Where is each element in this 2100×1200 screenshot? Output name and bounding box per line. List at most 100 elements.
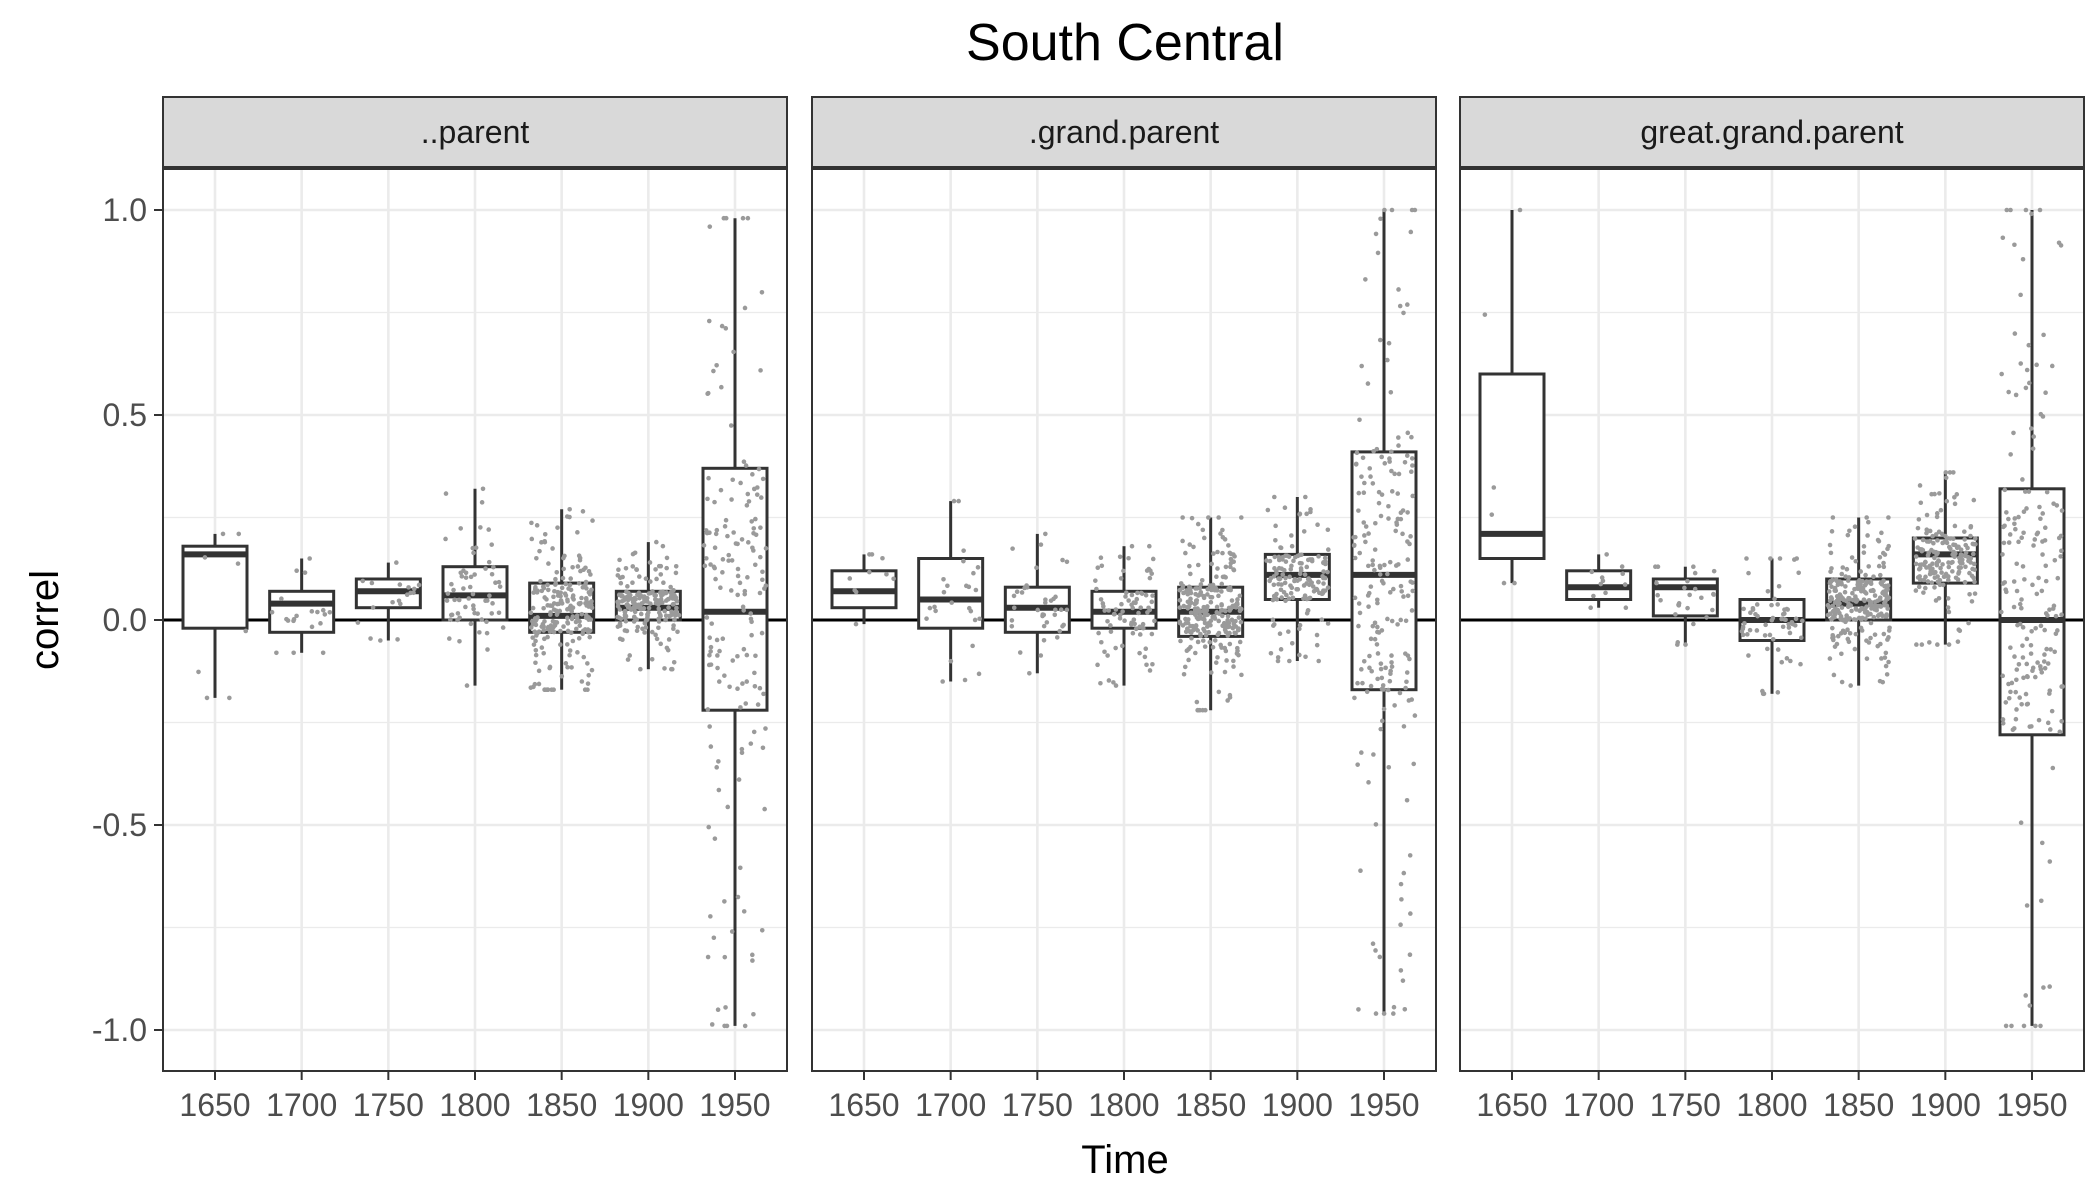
data-point [1848,603,1854,608]
data-point [586,590,592,595]
data-point [1408,534,1413,539]
data-point [1922,559,1928,565]
data-point [1963,550,1969,556]
data-point [1858,569,1864,574]
data-point [2055,628,2060,633]
data-point [2030,668,2035,673]
data-point [1108,623,1113,628]
data-point [634,628,640,634]
data-point [568,576,574,581]
data-point [472,610,477,616]
y-tick-label: 0.0 [103,602,147,638]
data-point [1364,689,1370,695]
data-point [951,498,957,504]
data-point [1379,578,1385,584]
data-point [735,653,740,659]
data-point [1826,589,1832,594]
data-point [443,491,449,496]
data-point [2009,1023,2014,1029]
data-point [2020,625,2026,630]
data-point [575,530,580,535]
data-point [2026,489,2032,494]
data-point [1302,593,1308,598]
data-point [1356,508,1361,513]
data-point [1410,493,1415,499]
data-point [575,650,580,655]
data-point [1769,617,1775,623]
data-point [576,553,582,559]
data-point [656,602,661,607]
data-point [471,550,476,556]
data-point [743,701,749,706]
data-point [620,574,625,580]
data-point [720,570,725,575]
data-point [1098,597,1104,602]
data-point [956,498,961,504]
data-point [1377,572,1383,577]
data-point [1365,381,1371,386]
data-point [1884,587,1889,593]
data-point [315,609,320,615]
data-point [1375,629,1380,635]
data-point [1859,588,1864,594]
data-point [744,679,750,684]
data-point [1654,580,1659,586]
data-point [618,580,624,586]
data-point [1885,637,1890,642]
data-point [1359,667,1364,672]
data-point [1052,612,1058,618]
data-point [1195,628,1201,633]
data-point [1847,528,1852,534]
data-point [2047,859,2053,864]
data-point [1219,608,1224,613]
data-point [1101,604,1106,609]
data-point [1138,605,1144,610]
data-point [2023,691,2029,697]
data-point [529,536,535,542]
data-point [1402,459,1408,465]
data-point [478,525,483,530]
data-point [1321,560,1326,566]
data-point [1227,630,1232,636]
data-point [486,527,492,532]
data-point [1790,621,1796,627]
data-point [749,519,755,524]
data-point [2029,211,2034,217]
data-point [1405,302,1410,307]
data-point [1367,665,1372,671]
data-point [548,610,553,615]
data-point [707,530,712,535]
data-point [2000,717,2006,722]
data-point [617,607,623,612]
data-point [1129,543,1135,549]
data-point [749,632,754,638]
data-point [1682,585,1687,591]
data-point [1940,540,1945,546]
data-point [1946,609,1952,615]
data-point [1276,581,1281,587]
data-point [712,836,718,841]
data-point [1962,529,1967,534]
data-point [1094,586,1099,592]
data-point [1374,597,1380,603]
data-point [1118,576,1124,581]
data-point [1192,601,1198,607]
x-tick-label: 1800 [1088,1087,1159,1123]
data-point [1325,569,1330,575]
data-point [630,599,636,605]
data-point [1692,586,1698,592]
data-point [1676,602,1681,608]
data-point [541,650,546,656]
box [1478,372,1546,560]
data-point [2013,716,2019,722]
data-point [623,618,629,624]
data-point [500,625,506,630]
data-point [2049,708,2055,714]
jitter-points-1950 [1351,207,1418,1016]
data-point [1501,580,1507,586]
data-point [1280,572,1286,577]
data-point [470,545,476,551]
data-point [1297,571,1303,577]
data-point [561,566,566,572]
data-point [1685,605,1690,611]
